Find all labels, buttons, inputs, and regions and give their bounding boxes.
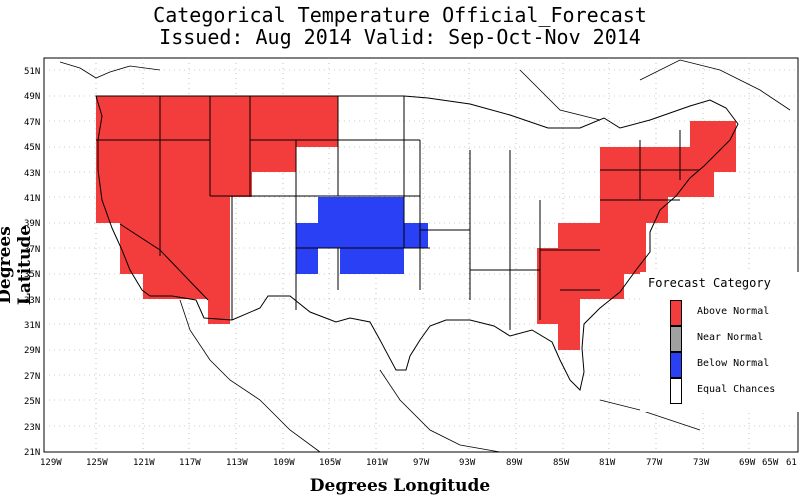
x-tick: 81W bbox=[599, 458, 616, 468]
above-normal-region-west bbox=[96, 96, 338, 324]
above-normal-region-east bbox=[537, 121, 736, 350]
y-tick: 47N bbox=[24, 118, 40, 128]
x-tick: 109W bbox=[273, 458, 295, 468]
y-tick: 21N bbox=[24, 448, 40, 458]
x-tick: 105W bbox=[319, 458, 341, 468]
y-tick: 33N bbox=[24, 296, 40, 306]
y-tick: 51N bbox=[24, 67, 40, 77]
y-tick: 49N bbox=[24, 92, 40, 102]
x-tick: 61 bbox=[786, 458, 797, 468]
legend-label: Above Normal bbox=[697, 306, 770, 317]
y-tick: 29N bbox=[24, 346, 40, 356]
x-tick: 101W bbox=[366, 458, 388, 468]
legend-label: Below Normal bbox=[697, 358, 770, 369]
us-outline bbox=[95, 95, 739, 391]
y-tick: 41N bbox=[24, 194, 40, 204]
x-tick: 121W bbox=[133, 458, 155, 468]
below-normal-region bbox=[296, 197, 428, 274]
legend: Forecast Category Above Normal Near Norm… bbox=[640, 272, 800, 412]
y-tick: 27N bbox=[24, 372, 40, 382]
legend-swatch-equal bbox=[670, 378, 682, 404]
x-axis-title: Degrees Longitude bbox=[309, 476, 491, 496]
x-tick: 113W bbox=[226, 458, 248, 468]
y-tick: 45N bbox=[24, 143, 40, 153]
x-tick: 65W bbox=[762, 458, 779, 468]
y-tick: 31N bbox=[24, 321, 40, 331]
y-tick-labels: 21N 23N 25N 27N 29N 31N 33N 35N 37N 39N … bbox=[24, 67, 40, 458]
legend-label: Near Normal bbox=[697, 332, 764, 343]
y-tick: 39N bbox=[24, 219, 40, 229]
legend-swatch-near bbox=[670, 326, 682, 352]
y-tick: 35N bbox=[24, 270, 40, 280]
y-tick: 43N bbox=[24, 169, 40, 179]
legend-label: Equal Chances bbox=[697, 384, 776, 395]
legend-swatch-below bbox=[670, 352, 682, 378]
y-tick: 23N bbox=[24, 423, 40, 433]
y-axis-title: Degrees Latitude bbox=[0, 224, 35, 306]
x-tick: 93W bbox=[459, 458, 476, 468]
x-tick: 125W bbox=[86, 458, 108, 468]
below-normal-shape bbox=[296, 197, 428, 274]
title-line-2: Issued: Aug 2014 Valid: Sep-Oct-Nov 2014 bbox=[159, 25, 641, 49]
x-tick: 129W bbox=[40, 458, 62, 468]
x-tick-labels: 129W 125W 121W 117W 113W 109W 105W 101W … bbox=[40, 458, 797, 468]
x-tick: 117W bbox=[179, 458, 201, 468]
state-boundaries bbox=[95, 95, 739, 391]
x-tick: 69W bbox=[739, 458, 756, 468]
above-normal-west-shape bbox=[96, 96, 338, 324]
legend-title: Forecast Category bbox=[648, 276, 771, 290]
x-tick: 85W bbox=[553, 458, 570, 468]
title-line-1: Categorical Temperature Official_Forecas… bbox=[153, 3, 647, 27]
y-tick: 37N bbox=[24, 245, 40, 255]
y-tick: 25N bbox=[24, 397, 40, 407]
map-frame bbox=[43, 57, 799, 453]
x-tick: 97W bbox=[413, 458, 430, 468]
above-normal-east-shape bbox=[537, 121, 736, 350]
x-tick: 89W bbox=[506, 458, 523, 468]
x-tick: 73W bbox=[693, 458, 710, 468]
x-tick: 77W bbox=[646, 458, 663, 468]
legend-swatch-above bbox=[670, 300, 682, 326]
